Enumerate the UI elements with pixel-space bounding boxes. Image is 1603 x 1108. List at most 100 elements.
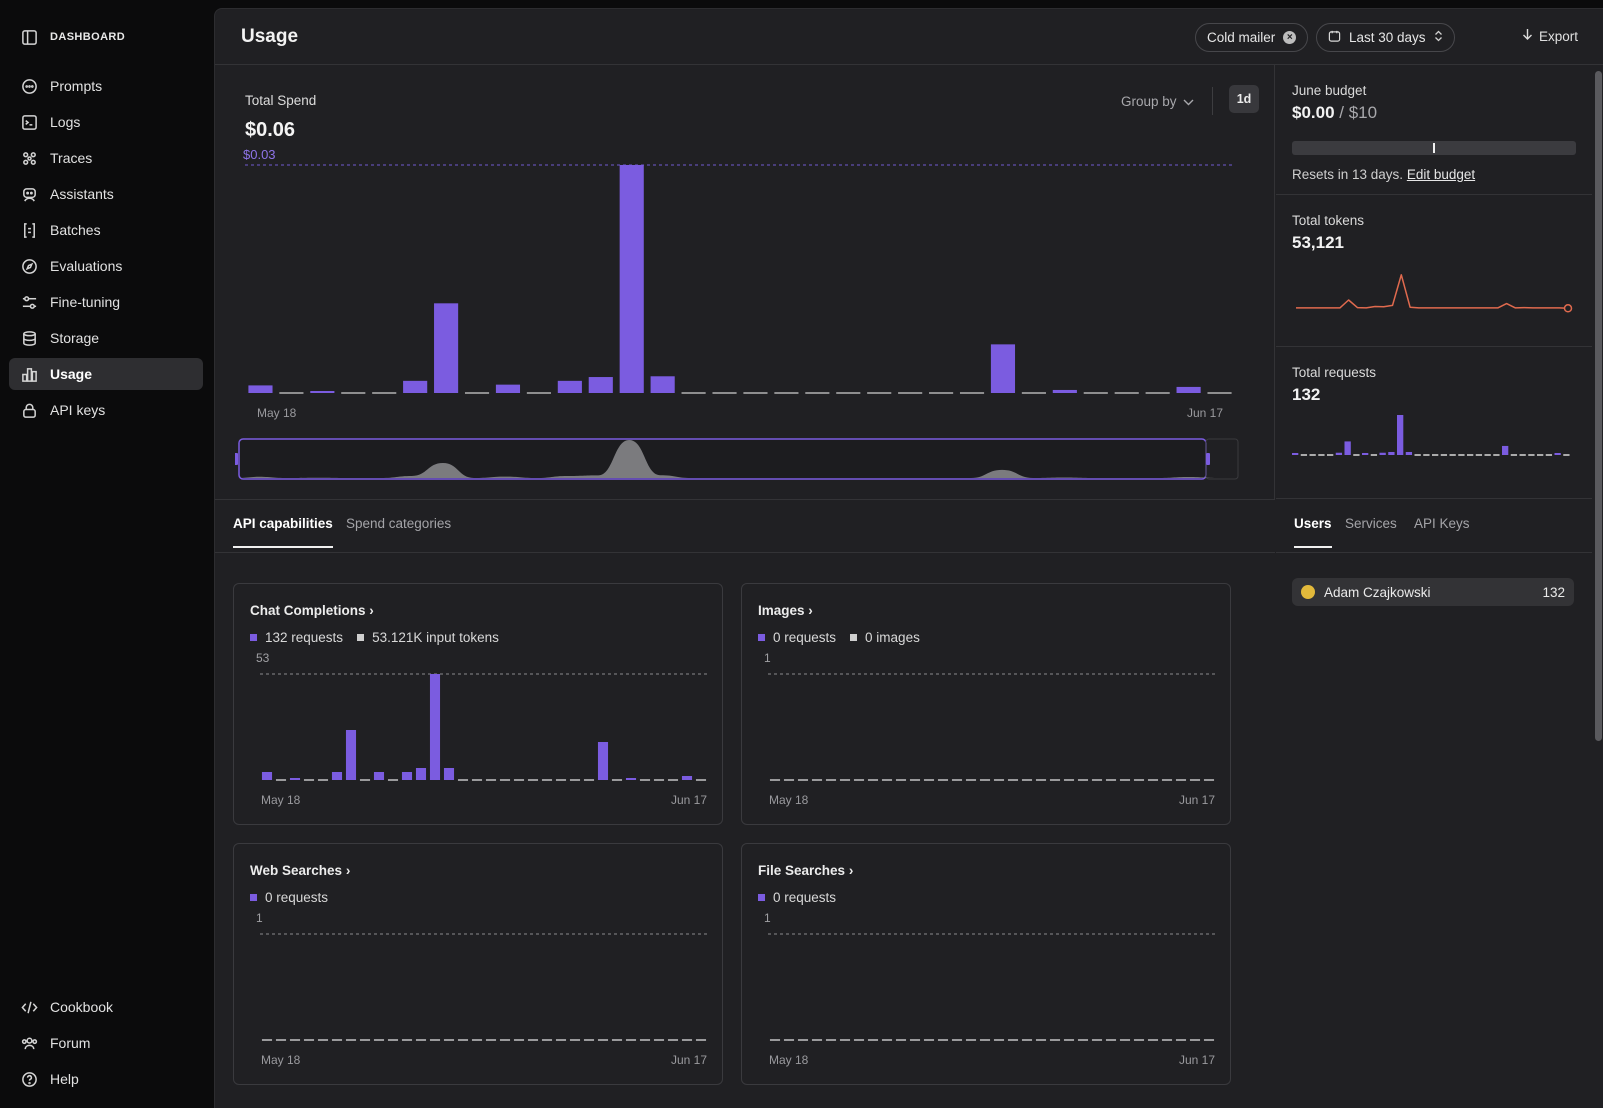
sidebar-item-label: Traces — [50, 150, 93, 166]
x-start-label: May 18 — [261, 793, 301, 807]
export-label: Export — [1538, 28, 1578, 44]
max-value-label: 53 — [256, 651, 270, 665]
legend-tokens: 53.121K input tokens — [357, 630, 499, 645]
tab-services[interactable]: Services — [1345, 516, 1397, 531]
budget-resets: Resets in 13 days. Edit budget — [1292, 167, 1475, 182]
scrollbar[interactable] — [1592, 65, 1603, 1108]
sidebar-item-api-keys[interactable]: API keys — [9, 394, 203, 426]
card-legend: 0 requests 0 images — [758, 630, 920, 645]
web-searches-card: Web Searches › 0 requests 1 May 18 Jun 17 — [233, 843, 723, 1085]
request-bar — [1362, 453, 1369, 455]
edit-budget-link[interactable]: Edit budget — [1406, 167, 1476, 182]
request-bar — [1379, 452, 1386, 455]
sidebar-item-evaluations[interactable]: Evaluations — [9, 250, 203, 282]
spend-bar-chart: $0.03 May 18 Jun 17 — [235, 147, 1239, 480]
legend-swatch — [758, 633, 765, 641]
sidebar-item-label: Forum — [50, 1035, 91, 1051]
sidebar-item-fine-tuning[interactable]: Fine-tuning — [9, 286, 203, 318]
chevron-right-icon: › — [369, 603, 374, 618]
images-title[interactable]: Images › — [758, 603, 813, 618]
total-requests-value: 132 — [1292, 385, 1321, 404]
card-bar — [261, 772, 273, 780]
x-start-label: May 18 — [769, 793, 809, 807]
tab-users[interactable]: Users — [1294, 516, 1332, 548]
tokens-end-point — [1563, 304, 1573, 313]
range-brush-outside — [1205, 438, 1239, 480]
export-button[interactable]: Export — [1522, 28, 1578, 44]
file-searches-title[interactable]: File Searches › — [758, 863, 853, 878]
card-bar — [681, 776, 693, 780]
card-title-text: Images — [758, 603, 805, 618]
spend-bar — [1052, 389, 1077, 393]
sidebar-item-usage[interactable]: Usage — [9, 358, 203, 390]
sidebar-item-help[interactable]: Help — [9, 1063, 203, 1095]
total-spend-value: $0.06 — [245, 119, 296, 141]
total-spend-label: Total Spend — [245, 93, 317, 108]
tab-api-keys[interactable]: API Keys — [1414, 516, 1470, 531]
card-bar — [401, 772, 413, 780]
breakdown-tabs: Users Services API Keys — [1276, 501, 1592, 553]
sidebar-item-label: Prompts — [50, 78, 103, 94]
sidebar-item-forum[interactable]: Forum — [9, 1027, 203, 1059]
total-spend-section: Total Spend $0.06 Group by 1d $0.03 May 1… — [215, 65, 1275, 500]
legend-text: 53.121K input tokens — [372, 630, 499, 645]
x-end-label: Jun 17 — [1179, 793, 1215, 807]
web-searches-title[interactable]: Web Searches › — [250, 863, 350, 878]
terminal-icon — [20, 113, 38, 131]
spend-bar — [990, 344, 1016, 393]
sidebar-item-cookbook[interactable]: Cookbook — [9, 991, 203, 1023]
legend-swatch — [850, 633, 858, 641]
sidebar-item-label: Evaluations — [50, 258, 123, 274]
legend-text: 0 requests — [773, 630, 837, 645]
dashboard-brand[interactable]: DASHBOARD — [20, 28, 125, 46]
clear-filter-icon[interactable]: × — [1283, 31, 1297, 44]
max-value-label: 1 — [256, 911, 263, 925]
sidebar-item-label: Cookbook — [50, 999, 114, 1015]
legend-swatch — [758, 893, 765, 901]
date-range-select[interactable]: Last 30 days — [1316, 23, 1455, 52]
project-filter-pill[interactable]: Cold mailer × — [1195, 23, 1309, 52]
total-requests-section: Total requests 132 — [1276, 347, 1592, 499]
legend-swatch — [250, 893, 257, 901]
compass-icon — [20, 257, 38, 275]
legend-swatch — [250, 633, 257, 641]
group-by-dropdown[interactable]: Group by — [1121, 94, 1194, 109]
sidebar-item-batches[interactable]: Batches — [9, 214, 203, 246]
database-icon — [20, 329, 38, 347]
sidebar-item-storage[interactable]: Storage — [9, 322, 203, 354]
scrollbar-thumb[interactable] — [1595, 71, 1602, 741]
sidebar-item-logs[interactable]: Logs — [9, 106, 203, 138]
sidebar-item-label: Usage — [50, 366, 93, 382]
chat-completions-chart: 53 May 18 Jun 17 — [256, 651, 708, 807]
budget-value: $0.00 / $10 — [1292, 103, 1377, 123]
card-legend: 0 requests — [250, 890, 328, 905]
tab-spend-categories[interactable]: Spend categories — [346, 516, 452, 531]
x-end-label: Jun 17 — [671, 793, 707, 807]
sidebar-item-label: API keys — [50, 402, 106, 418]
total-requests-label: Total requests — [1292, 365, 1377, 380]
sidebar-item-traces[interactable]: Traces — [9, 142, 203, 174]
interval-toggle[interactable]: 1d — [1229, 85, 1259, 113]
spend-bar — [248, 385, 273, 393]
request-bar — [1344, 441, 1351, 455]
sidebar-item-assistants[interactable]: Assistants — [9, 178, 203, 210]
file-searches-chart: 1 May 18 Jun 17 — [764, 911, 1216, 1067]
tab-api-capabilities[interactable]: API capabilities — [233, 516, 333, 548]
sidebar-toggle-icon[interactable] — [20, 28, 38, 46]
help-icon — [20, 1070, 38, 1088]
sidebar-item-label: Help — [50, 1071, 79, 1087]
images-card: Images › 0 requests 0 images 1 May 18 Jun … — [741, 583, 1231, 825]
images-chart: 1 May 18 Jun 17 — [764, 651, 1216, 807]
spend-bar — [495, 384, 521, 393]
spend-bar — [619, 165, 644, 393]
card-bar — [415, 768, 427, 780]
people-icon — [20, 1034, 38, 1052]
chat-completions-title[interactable]: Chat Completions › — [250, 603, 374, 618]
legend-requests: 0 requests — [758, 890, 836, 905]
user-row[interactable]: Adam Czajkowski 132 — [1292, 578, 1574, 606]
legend-requests: 0 requests — [250, 890, 328, 905]
max-value-label: $0.03 — [243, 147, 276, 162]
project-filter-label: Cold mailer — [1207, 30, 1276, 45]
x-start-label: May 18 — [261, 1053, 301, 1067]
sidebar-item-prompts[interactable]: Prompts — [9, 70, 203, 102]
